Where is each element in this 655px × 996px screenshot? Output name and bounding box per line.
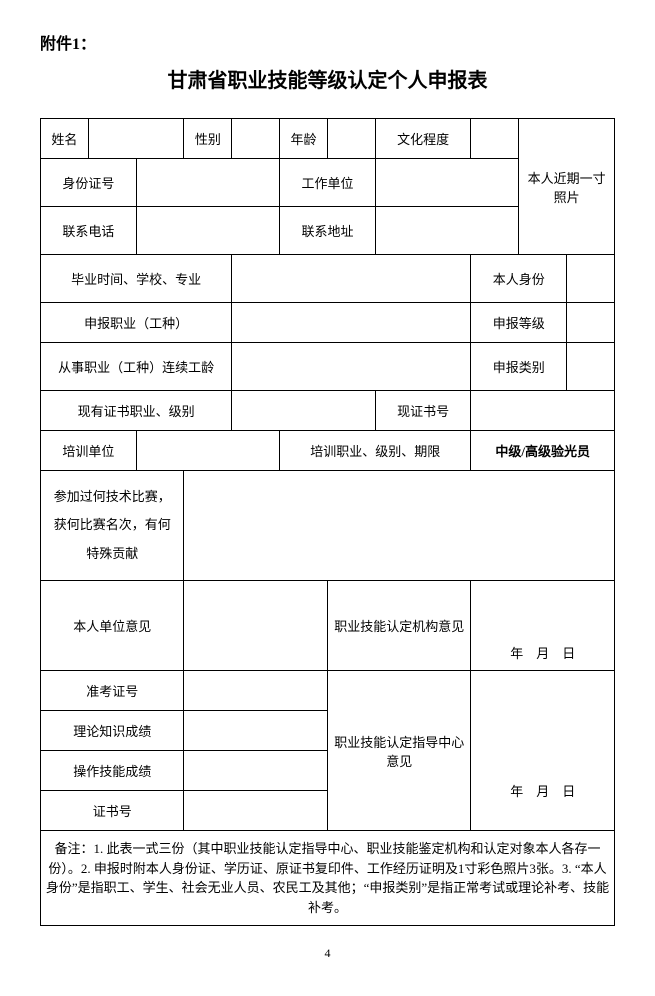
label-guidance-opinion: 职业技能认定指导中心意见	[327, 671, 470, 831]
label-education: 文化程度	[375, 119, 471, 159]
label-work-unit: 工作单位	[280, 159, 376, 207]
label-level: 申报等级	[471, 303, 567, 343]
input-current-cert-no[interactable]	[471, 391, 615, 431]
label-unit-opinion: 本人单位意见	[41, 581, 184, 671]
label-id-number: 身份证号	[41, 159, 137, 207]
training-value: 中级/高级验光员	[471, 431, 615, 471]
input-theory-score[interactable]	[184, 711, 327, 751]
input-work-unit[interactable]	[375, 159, 518, 207]
input-level[interactable]	[567, 303, 615, 343]
label-current-cert: 现有证书职业、级别	[41, 391, 232, 431]
label-address: 联系地址	[280, 207, 376, 255]
input-age[interactable]	[327, 119, 375, 159]
label-identity: 本人身份	[471, 255, 567, 303]
input-grad-school-major[interactable]	[232, 255, 471, 303]
input-identity[interactable]	[567, 255, 615, 303]
org-opinion-date[interactable]: 年 月 日	[471, 581, 615, 671]
label-admission-no: 准考证号	[41, 671, 184, 711]
label-name: 姓名	[41, 119, 89, 159]
input-training-unit[interactable]	[136, 431, 279, 471]
label-continuous-service: 从事职业（工种）连续工龄	[41, 343, 232, 391]
remarks-text: 备注：1. 此表一式三份（其中职业技能认定指导中心、职业技能鉴定机构和认定对象本…	[41, 831, 615, 926]
input-id-number[interactable]	[136, 159, 279, 207]
page-number: 4	[40, 946, 615, 961]
attachment-label: 附件1：	[40, 30, 615, 54]
application-form-table: 姓名 性别 年龄 文化程度 本人近期一寸照片 身份证号 工作单位 联系电话 联系…	[40, 118, 615, 926]
label-occupation: 申报职业（工种）	[41, 303, 232, 343]
label-theory-score: 理论知识成绩	[41, 711, 184, 751]
input-occupation[interactable]	[232, 303, 471, 343]
label-current-cert-no: 现证书号	[375, 391, 471, 431]
input-address[interactable]	[375, 207, 518, 255]
input-name[interactable]	[88, 119, 184, 159]
input-continuous-service[interactable]	[232, 343, 471, 391]
input-current-cert[interactable]	[232, 391, 375, 431]
input-phone[interactable]	[136, 207, 279, 255]
label-phone: 联系电话	[41, 207, 137, 255]
label-category: 申报类别	[471, 343, 567, 391]
photo-box[interactable]: 本人近期一寸照片	[519, 119, 615, 255]
label-practice-score: 操作技能成绩	[41, 751, 184, 791]
label-age: 年龄	[280, 119, 328, 159]
label-org-opinion: 职业技能认定机构意见	[327, 581, 470, 671]
label-cert-no: 证书号	[41, 791, 184, 831]
input-category[interactable]	[567, 343, 615, 391]
input-education[interactable]	[471, 119, 519, 159]
form-title: 甘肃省职业技能等级认定个人申报表	[40, 64, 615, 93]
guidance-opinion-date[interactable]: 年 月 日	[471, 671, 615, 831]
input-unit-opinion[interactable]	[184, 581, 327, 671]
input-competition[interactable]	[184, 471, 615, 581]
input-cert-no[interactable]	[184, 791, 327, 831]
input-gender[interactable]	[232, 119, 280, 159]
label-competition: 参加过何技术比赛， 获何比赛名次，有何 特殊贡献	[41, 471, 184, 581]
label-training-occ: 培训职业、级别、期限	[280, 431, 471, 471]
label-grad-school-major: 毕业时间、学校、专业	[41, 255, 232, 303]
label-gender: 性别	[184, 119, 232, 159]
input-practice-score[interactable]	[184, 751, 327, 791]
input-admission-no[interactable]	[184, 671, 327, 711]
label-training-unit: 培训单位	[41, 431, 137, 471]
